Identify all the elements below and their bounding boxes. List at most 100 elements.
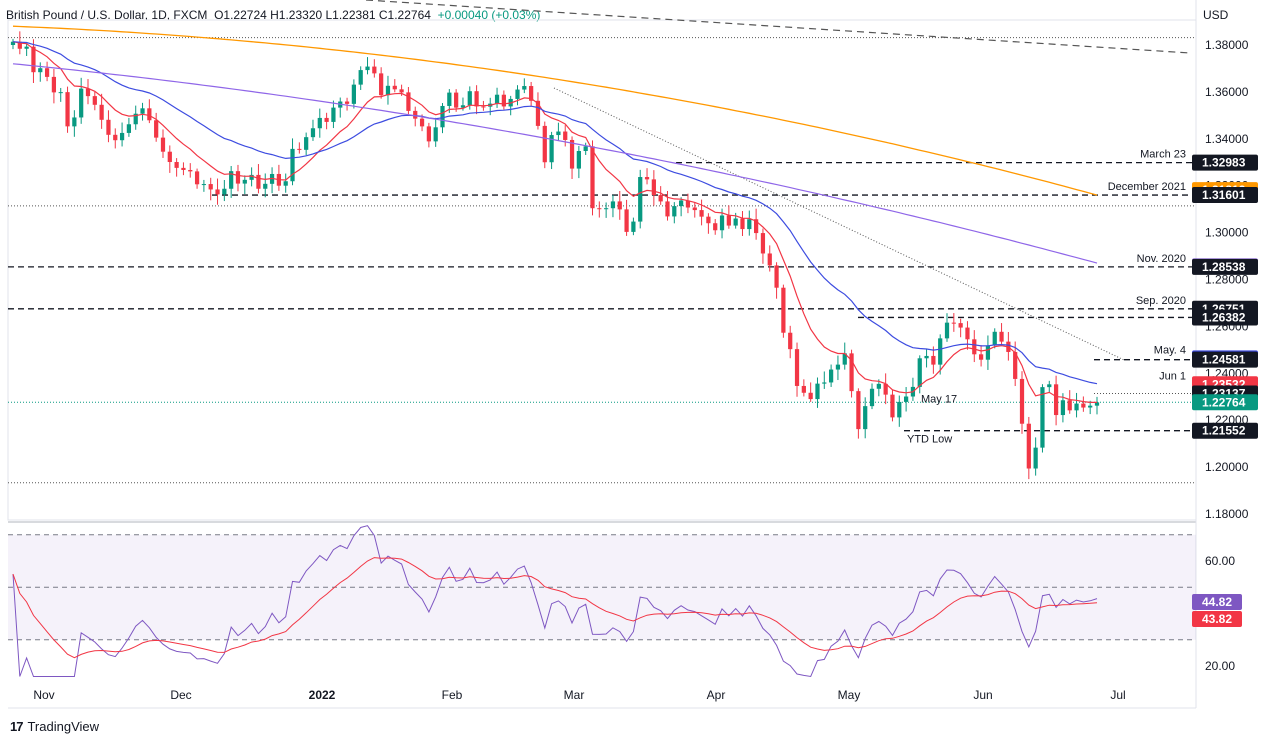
- candle-body: [133, 113, 138, 125]
- candle-body: [106, 119, 111, 135]
- candle-body: [440, 105, 445, 128]
- candle-body: [767, 253, 772, 266]
- candle-body: [1033, 447, 1038, 469]
- price-label-text: 1.28538: [1202, 260, 1246, 274]
- candle-body: [399, 89, 404, 93]
- candle-body: [917, 358, 922, 387]
- candle-body: [344, 101, 350, 104]
- candle-body: [44, 68, 50, 77]
- candle-body: [815, 383, 820, 400]
- candle-body: [174, 162, 179, 168]
- candle-body: [924, 355, 929, 359]
- candle-body: [869, 388, 875, 407]
- price-tick-label: 1.36000: [1205, 85, 1249, 99]
- candle-body: [556, 131, 561, 136]
- candle-body: [903, 396, 909, 402]
- candle-body: [501, 94, 506, 107]
- level-note: YTD Low: [907, 434, 952, 446]
- price-change: +0.00040 (+0.03%): [437, 8, 541, 22]
- price-label-badge: [1192, 187, 1258, 204]
- candle-body: [24, 46, 29, 49]
- candle-body: [1094, 402, 1100, 406]
- candle-body: [781, 287, 786, 333]
- candle-body: [651, 179, 656, 196]
- candle-body: [392, 85, 397, 90]
- candle-body: [290, 148, 295, 182]
- candle-body: [883, 383, 888, 395]
- candle-body: [856, 391, 861, 430]
- candle-body: [181, 167, 186, 170]
- sma200-line: [12, 25, 1098, 196]
- price-label-badge: [1192, 258, 1258, 275]
- candle-body: [972, 339, 977, 355]
- time-tick-label: Dec: [170, 688, 191, 702]
- candle-body: [140, 108, 145, 114]
- candle-body: [644, 177, 650, 180]
- candle-body: [1074, 403, 1079, 411]
- candle-body: [51, 76, 57, 93]
- level-note: May 17: [921, 393, 957, 405]
- candle-body: [92, 96, 97, 105]
- candle-body: [215, 189, 220, 195]
- candle-body: [624, 209, 629, 232]
- candle-body: [583, 146, 588, 151]
- candle-body: [324, 117, 329, 122]
- candle-body: [876, 383, 881, 389]
- price-panel-frame: [7, 19, 1197, 521]
- candle-body: [58, 92, 63, 94]
- candle-body: [597, 208, 602, 210]
- candle-body: [1060, 400, 1066, 416]
- rsi-value-badge: [1192, 611, 1242, 627]
- candle-body: [222, 188, 227, 195]
- candle-body: [672, 206, 677, 217]
- price-label-badge: [1192, 309, 1258, 326]
- level-note: March 23: [1140, 149, 1186, 161]
- candle-body: [733, 218, 738, 226]
- candle-body: [249, 174, 254, 180]
- candle-body: [229, 171, 234, 189]
- level-note: Nov. 2020: [1137, 253, 1186, 265]
- brand[interactable]: 17 TradingView: [10, 719, 99, 734]
- candle-body: [65, 92, 70, 127]
- candle-body: [494, 94, 500, 104]
- price-tick-label: 1.20000: [1205, 460, 1249, 474]
- candle-body: [208, 184, 213, 190]
- price-label-text: 1.22764: [1202, 395, 1246, 409]
- candle-body: [706, 216, 711, 224]
- candle-body: [999, 331, 1004, 342]
- candle-body: [235, 171, 241, 184]
- candle-body: [590, 146, 595, 209]
- candle-body: [529, 86, 534, 101]
- price-label-text: 1.31601: [1202, 188, 1246, 202]
- candle-body: [563, 131, 568, 140]
- candle-body: [692, 207, 697, 211]
- price-label-badge: [1192, 351, 1258, 368]
- candle-body: [385, 85, 391, 96]
- candle-body: [992, 331, 997, 346]
- candle-body: [788, 332, 793, 350]
- candle-body: [113, 134, 118, 141]
- candle-body: [1040, 387, 1045, 448]
- candle-body: [658, 195, 663, 202]
- candle-body: [1026, 423, 1031, 469]
- candle-body: [808, 392, 813, 400]
- candle-body: [188, 169, 193, 172]
- candle-body: [610, 201, 616, 209]
- candle-body: [460, 105, 466, 108]
- candle-body: [433, 127, 438, 142]
- candle-body: [481, 106, 486, 108]
- candle-body: [331, 107, 336, 122]
- candle-body: [985, 345, 991, 360]
- candle-body: [631, 221, 636, 232]
- candle-body: [604, 208, 609, 210]
- candle-body: [842, 353, 847, 365]
- candle-body: [726, 215, 731, 226]
- candle-body: [515, 89, 520, 99]
- sma50-line: [12, 41, 1098, 385]
- ohlc-values: O1.22724 H1.23320 L1.22381 C1.22764: [214, 8, 431, 22]
- candle-body: [317, 117, 322, 129]
- rsi-ma-line: [12, 557, 1098, 659]
- candle-body: [685, 200, 691, 208]
- candle-body: [119, 132, 125, 141]
